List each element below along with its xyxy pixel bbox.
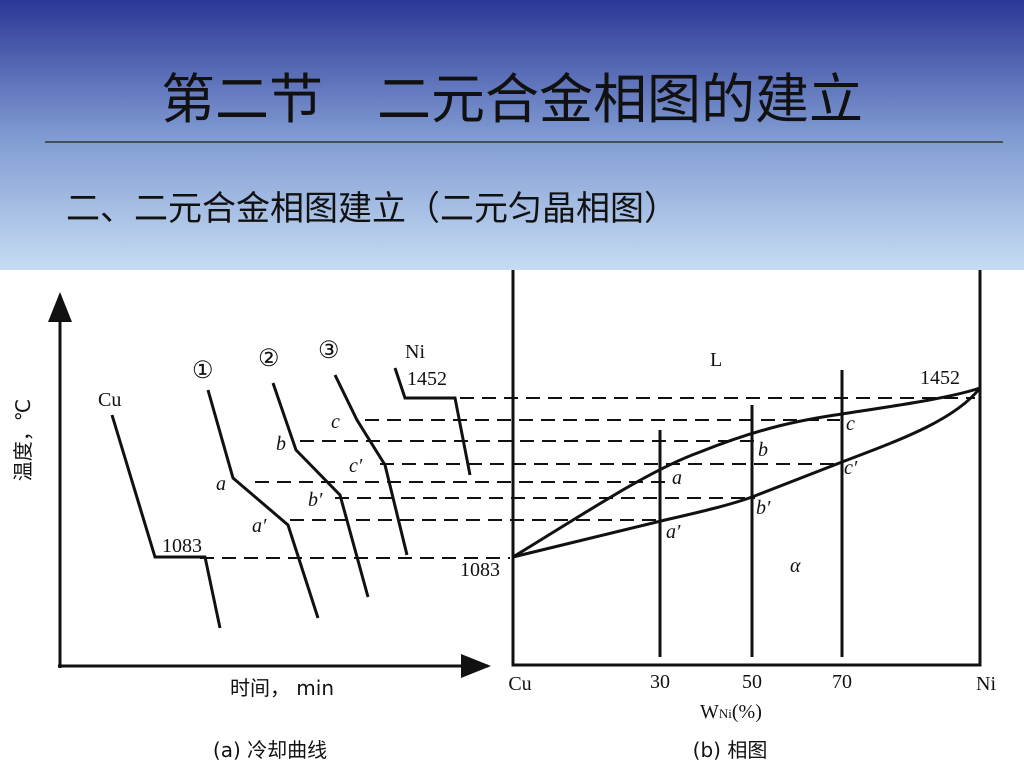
point-label: c′ [349, 455, 363, 477]
x-axis-label: 时间， min [230, 676, 334, 700]
temperature-label: 1452 [920, 367, 960, 389]
region-label: α [790, 555, 801, 577]
subtitle: 二、二元合金相图建立（二元匀晶相图） [66, 189, 678, 229]
curve [393, 367, 472, 476]
point-label: b [276, 433, 286, 455]
x-label: Ni [976, 673, 996, 695]
temperature-label: 1083 [460, 559, 500, 581]
region-label: L [710, 349, 722, 371]
guide-lines [200, 397, 975, 559]
phase-diagram: L α 1452 1083 a a′ b b′ c c′ Cu 30 50 70… [460, 270, 996, 762]
curve-label: ③ [318, 338, 340, 364]
x-label: Cu [508, 673, 531, 695]
curve [110, 414, 222, 629]
x-axis-subscript: Ni [719, 706, 732, 721]
point-label: c [331, 411, 340, 433]
temperature-label: 1083 [162, 535, 202, 557]
caption: (b) 相图 [693, 738, 768, 762]
liquidus [512, 386, 981, 559]
x-label: 30 [650, 671, 670, 693]
caption: (a) 冷却曲线 [213, 738, 327, 762]
frame [511, 270, 982, 667]
slide-title: 第二节 二元合金相图的建立 [161, 68, 863, 131]
y-axis-label: 温度，℃ [11, 399, 35, 481]
x-label: 50 [742, 671, 762, 693]
curve [206, 389, 320, 619]
point-label: a [672, 467, 682, 489]
x-axis-unit: (%) [732, 701, 762, 723]
solidus [512, 387, 982, 559]
point-label: a′ [666, 521, 681, 543]
temperature-label: 1452 [407, 368, 447, 390]
curve-label: Cu [98, 389, 121, 411]
point-label: b′ [308, 489, 323, 511]
curve-label: ② [258, 346, 280, 372]
curve [333, 374, 409, 556]
point-label: a [216, 473, 226, 495]
point-label: c [846, 413, 855, 435]
header-background [0, 0, 1024, 270]
curve [271, 382, 370, 598]
curve-label: Ni [405, 341, 425, 363]
x-axis-symbol: W [700, 701, 719, 723]
cooling-curves: 温度，℃ 时间， min (a) 冷却曲线 Cu ① ② ③ Ni 1083 1… [11, 292, 491, 762]
point-label: c′ [844, 457, 858, 479]
point-label: b [758, 439, 768, 461]
point-label: a′ [252, 515, 267, 537]
point-label: b′ [756, 497, 771, 519]
curve-label: ① [192, 358, 214, 384]
x-label: 70 [832, 671, 852, 693]
x-axis-label: WNi(%) [700, 701, 762, 723]
